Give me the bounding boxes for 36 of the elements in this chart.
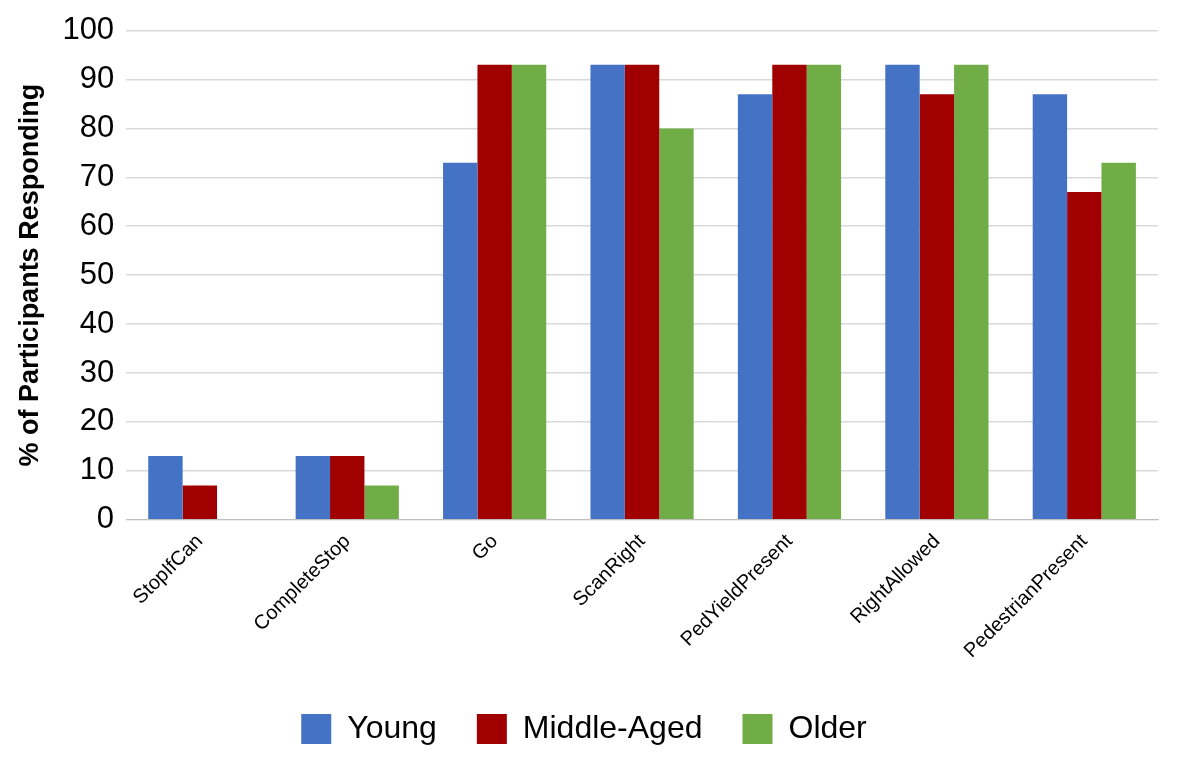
bar bbox=[624, 64, 660, 519]
y-tick-label: 50 bbox=[79, 255, 115, 291]
bar bbox=[1067, 192, 1102, 519]
y-tick-label: 40 bbox=[79, 304, 115, 340]
bar bbox=[477, 64, 512, 519]
y-tick-label: 90 bbox=[79, 60, 115, 96]
bar bbox=[772, 64, 807, 519]
bar bbox=[443, 162, 478, 519]
y-tick-label: 100 bbox=[62, 11, 115, 47]
y-axis-title: % of Participants Responding bbox=[13, 83, 44, 467]
bar bbox=[511, 64, 547, 519]
y-tick-label: 30 bbox=[79, 353, 115, 389]
y-tick-label: 0 bbox=[96, 500, 115, 536]
bar bbox=[148, 456, 183, 519]
bar bbox=[737, 94, 773, 519]
bar bbox=[1032, 94, 1068, 519]
bar bbox=[295, 456, 331, 519]
legend-label: Middle-Aged bbox=[522, 708, 703, 745]
bar bbox=[182, 485, 218, 519]
bar bbox=[659, 128, 694, 519]
y-tick-label: 10 bbox=[79, 451, 115, 487]
bar bbox=[885, 64, 920, 519]
x-tick-label: Go bbox=[466, 529, 502, 564]
bar bbox=[590, 64, 625, 519]
bar bbox=[919, 94, 955, 519]
y-tick-label: 80 bbox=[79, 108, 115, 144]
bar bbox=[954, 64, 989, 519]
bar bbox=[330, 456, 365, 519]
bar bbox=[364, 485, 399, 519]
legend-label: Young bbox=[347, 708, 437, 745]
bar bbox=[1101, 162, 1136, 519]
legend-label: Older bbox=[788, 708, 868, 745]
y-tick-label: 60 bbox=[79, 206, 115, 242]
bar bbox=[806, 64, 842, 519]
y-tick-label: 70 bbox=[79, 157, 115, 193]
y-tick-label: 20 bbox=[79, 402, 115, 438]
